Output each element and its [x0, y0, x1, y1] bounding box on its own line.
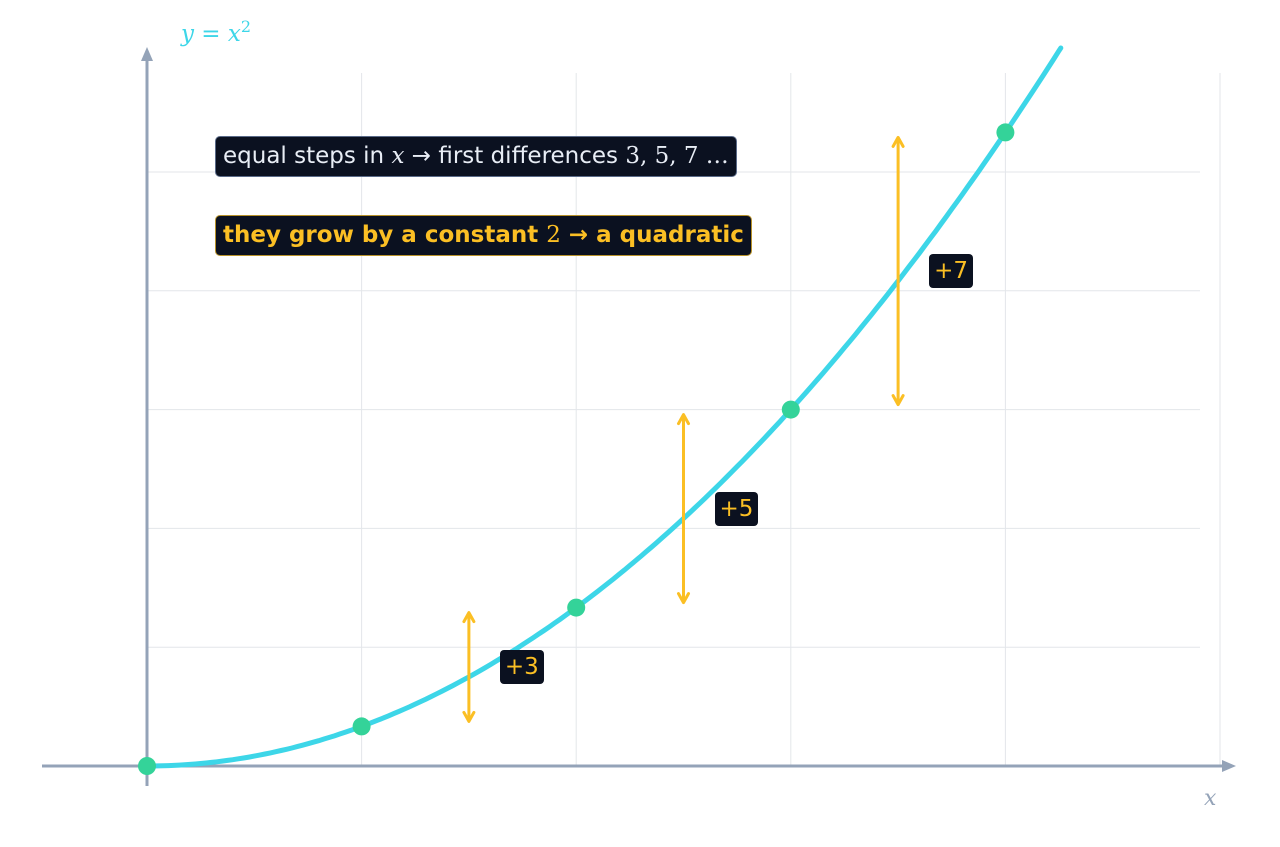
function-title: y = x2	[180, 17, 251, 47]
difference-arrowhead-down	[677, 592, 690, 605]
data-points	[138, 123, 1015, 775]
second-differences-note: they grow by a constant 2 → a quadratic	[215, 215, 752, 256]
data-point	[996, 123, 1015, 142]
difference-arrowhead-up	[891, 135, 905, 148]
data-point	[781, 400, 800, 419]
x-axis-arrowhead	[1222, 760, 1236, 772]
difference-arrowhead-down	[891, 394, 905, 407]
difference-arrowhead-up	[677, 413, 690, 426]
y-axis-arrowhead	[141, 47, 153, 61]
data-point	[138, 757, 156, 775]
curve-layer	[144, 45, 1064, 769]
grid-lines	[147, 73, 1221, 766]
data-point	[352, 717, 371, 736]
difference-arrows	[462, 135, 905, 723]
first-differences-note: equal steps in x → first differences 3, …	[215, 136, 737, 177]
axes	[42, 47, 1236, 786]
difference-label: +3	[499, 650, 544, 684]
x-axis-label: x	[1204, 786, 1217, 811]
difference-label: +7	[929, 254, 973, 288]
curve-y-equals-x-squared	[144, 45, 1064, 769]
difference-arrowhead-down	[462, 710, 476, 723]
difference-label: +5	[714, 491, 759, 526]
data-point	[567, 598, 586, 617]
difference-arrowhead-up	[462, 611, 476, 624]
